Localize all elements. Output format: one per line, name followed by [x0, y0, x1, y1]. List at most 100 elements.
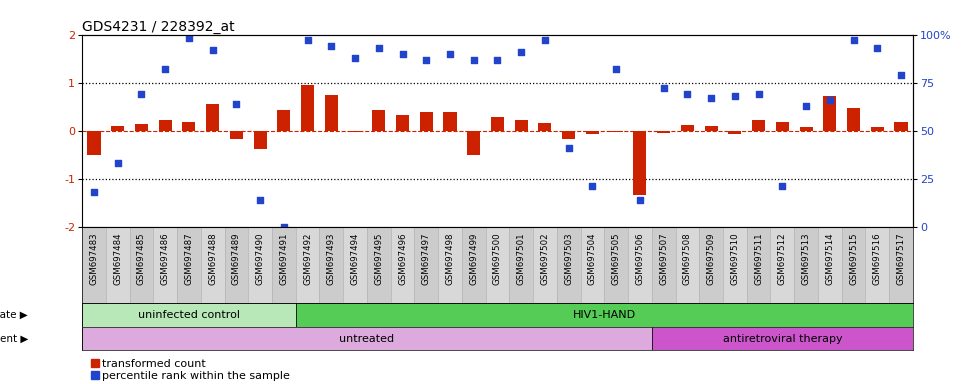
Bar: [367, 227, 390, 303]
Bar: [272, 227, 296, 303]
Bar: [581, 227, 605, 303]
Bar: [106, 227, 129, 303]
Point: [514, 49, 529, 55]
Point: [205, 47, 220, 53]
Bar: [88, 131, 100, 155]
Point: [182, 35, 197, 41]
Bar: [586, 131, 599, 134]
Bar: [515, 120, 527, 131]
Point: [133, 91, 149, 97]
Bar: [491, 117, 504, 131]
Point: [775, 183, 790, 189]
Point: [703, 95, 719, 101]
Point: [276, 223, 292, 230]
Point: [418, 56, 434, 63]
Bar: [562, 131, 575, 139]
Text: antiretroviral therapy: antiretroviral therapy: [723, 334, 842, 344]
Point: [727, 93, 743, 99]
Text: GSM697498: GSM697498: [445, 233, 455, 285]
Text: GSM697488: GSM697488: [208, 233, 217, 285]
Text: GSM697492: GSM697492: [303, 233, 312, 285]
Point: [157, 66, 173, 72]
Text: GSM697511: GSM697511: [754, 233, 763, 285]
Text: GSM697506: GSM697506: [636, 233, 644, 285]
Bar: [628, 227, 652, 303]
Point: [86, 189, 101, 195]
Text: HIV1-HAND: HIV1-HAND: [573, 310, 636, 320]
Bar: [800, 127, 812, 131]
Bar: [439, 227, 462, 303]
Text: GSM697491: GSM697491: [279, 233, 289, 285]
Bar: [538, 123, 552, 131]
Bar: [866, 227, 889, 303]
Bar: [818, 227, 841, 303]
Bar: [889, 227, 913, 303]
Bar: [414, 227, 439, 303]
Bar: [154, 227, 177, 303]
Bar: [753, 120, 765, 131]
Bar: [823, 96, 837, 131]
Bar: [206, 104, 219, 131]
Text: GSM697487: GSM697487: [185, 233, 193, 285]
Text: GSM697501: GSM697501: [517, 233, 526, 285]
Point: [252, 197, 268, 203]
Text: GSM697512: GSM697512: [778, 233, 787, 285]
Bar: [277, 111, 291, 131]
Text: GSM697517: GSM697517: [896, 233, 905, 285]
Bar: [296, 227, 320, 303]
Bar: [728, 131, 741, 134]
Point: [632, 197, 647, 203]
Text: GSM697502: GSM697502: [540, 233, 550, 285]
Text: GSM697515: GSM697515: [849, 233, 858, 285]
Text: GSM697503: GSM697503: [564, 233, 573, 285]
Point: [869, 45, 885, 51]
Text: GSM697505: GSM697505: [611, 233, 621, 285]
Bar: [486, 227, 509, 303]
Bar: [652, 227, 675, 303]
Bar: [230, 131, 242, 139]
Point: [229, 101, 244, 107]
Text: GSM697485: GSM697485: [137, 233, 146, 285]
Bar: [224, 227, 248, 303]
Bar: [296, 303, 913, 327]
Bar: [111, 126, 125, 131]
Bar: [177, 227, 201, 303]
Text: agent ▶: agent ▶: [0, 334, 28, 344]
Text: GDS4231 / 228392_at: GDS4231 / 228392_at: [82, 20, 235, 33]
Bar: [325, 94, 338, 131]
Bar: [343, 227, 367, 303]
Bar: [657, 131, 670, 133]
Point: [442, 51, 458, 57]
Text: GSM697483: GSM697483: [90, 233, 99, 285]
Bar: [605, 227, 628, 303]
Text: GSM697497: GSM697497: [422, 233, 431, 285]
Point: [751, 91, 766, 97]
Text: GSM697513: GSM697513: [802, 233, 810, 285]
Point: [846, 37, 862, 43]
Text: GSM697508: GSM697508: [683, 233, 692, 285]
Bar: [129, 227, 154, 303]
Bar: [723, 227, 747, 303]
Bar: [301, 85, 314, 131]
Bar: [201, 227, 224, 303]
Text: GSM697489: GSM697489: [232, 233, 241, 285]
Text: GSM697516: GSM697516: [872, 233, 882, 285]
Text: GSM697496: GSM697496: [398, 233, 407, 285]
Point: [561, 145, 577, 151]
Bar: [610, 131, 623, 132]
Text: GSM697510: GSM697510: [730, 233, 739, 285]
Point: [299, 37, 315, 43]
Point: [324, 43, 339, 49]
Bar: [390, 227, 414, 303]
Bar: [396, 115, 409, 131]
Bar: [681, 125, 694, 131]
Bar: [870, 127, 884, 131]
Bar: [183, 122, 195, 131]
Point: [395, 51, 411, 57]
Bar: [771, 227, 794, 303]
Point: [466, 56, 481, 63]
Text: disease state ▶: disease state ▶: [0, 310, 28, 320]
Text: GSM697499: GSM697499: [469, 233, 478, 285]
Bar: [895, 122, 907, 131]
Text: GSM697507: GSM697507: [659, 233, 668, 285]
